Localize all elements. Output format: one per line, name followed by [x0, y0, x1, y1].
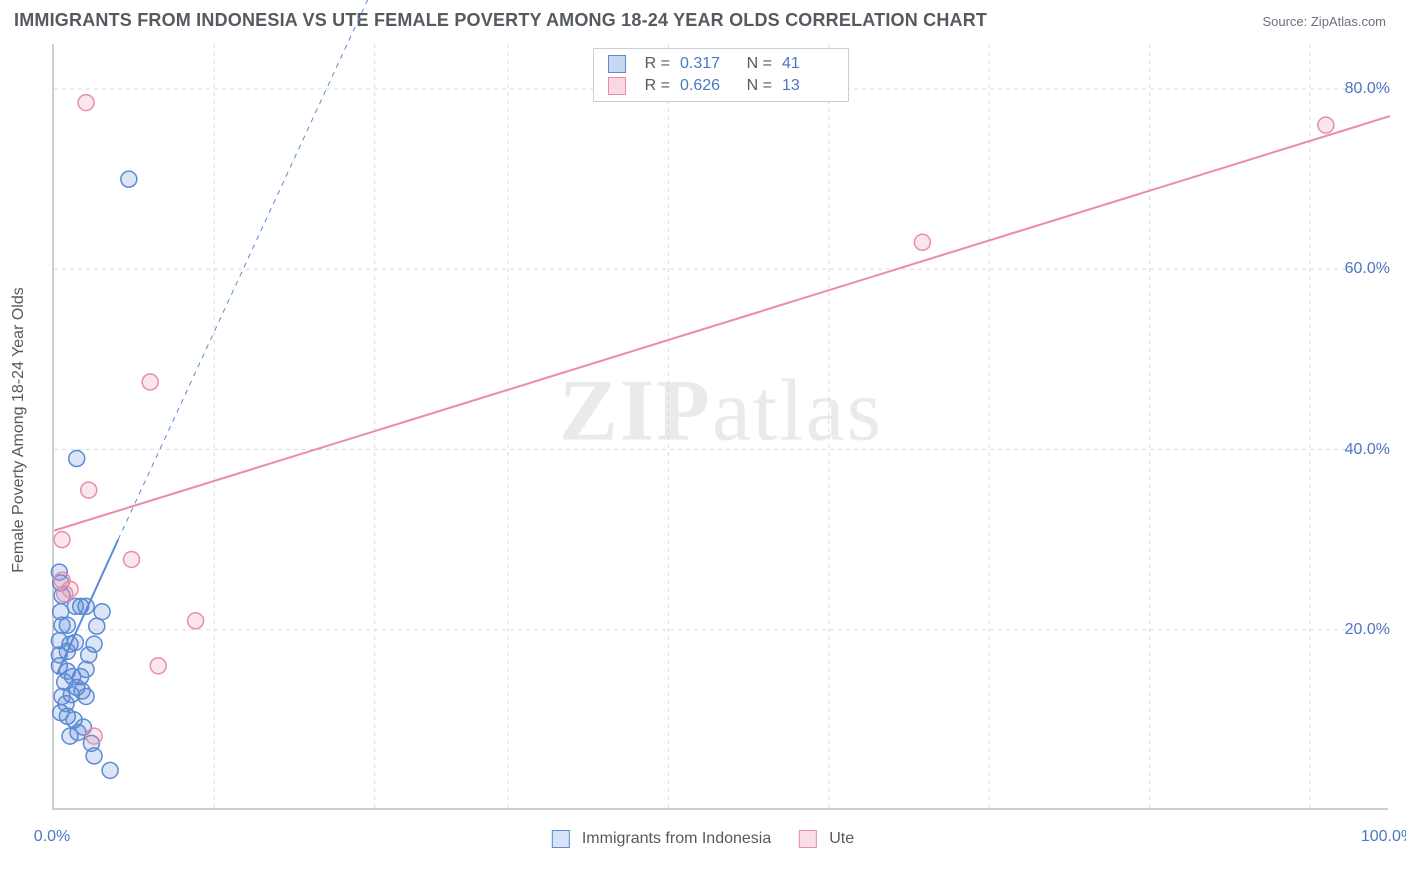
legend-row: R = 0.317 N = 41: [608, 53, 834, 75]
data-point: [94, 604, 110, 620]
data-point: [69, 451, 85, 467]
series-legend: Immigrants from Indonesia Ute: [552, 830, 854, 848]
data-point: [81, 482, 97, 498]
data-point: [914, 234, 930, 250]
legend-swatch: [799, 830, 817, 848]
data-point: [78, 598, 94, 614]
data-point: [78, 661, 94, 677]
legend-n-value: 41: [782, 55, 834, 73]
y-tick-label: 60.0%: [1345, 260, 1390, 278]
legend-r-value: 0.626: [680, 77, 732, 95]
trend-line-extension: [118, 0, 401, 540]
y-axis-label: Female Poverty Among 18-24 Year Olds: [10, 287, 28, 573]
data-point: [86, 636, 102, 652]
data-point: [150, 658, 166, 674]
data-point: [53, 604, 69, 620]
source-attribution: Source: ZipAtlas.com: [1262, 14, 1386, 29]
x-tick-label: 0.0%: [34, 828, 70, 846]
legend-n-label: N =: [742, 55, 772, 73]
legend-item: Immigrants from Indonesia: [552, 830, 771, 848]
legend-swatch: [552, 830, 570, 848]
data-point: [78, 688, 94, 704]
chart-title: IMMIGRANTS FROM INDONESIA VS UTE FEMALE …: [14, 10, 987, 31]
legend-item: Ute: [799, 830, 854, 848]
legend-swatch: [608, 55, 626, 73]
y-tick-label: 20.0%: [1345, 621, 1390, 639]
data-point: [89, 618, 105, 634]
plot-area: ZIPatlas R =0.317N =41R =0.626N =13: [52, 44, 1388, 810]
x-tick-label: 100.0%: [1361, 828, 1406, 846]
correlation-legend: R = 0.317 N = 41 R = 0.626 N = 13: [593, 48, 849, 102]
y-tick-label: 40.0%: [1345, 441, 1390, 459]
legend-r-label: R =: [640, 55, 670, 73]
data-point: [86, 728, 102, 744]
legend-label: Immigrants from Indonesia: [582, 830, 771, 848]
legend-row: R = 0.626 N = 13: [608, 75, 834, 97]
data-point: [188, 613, 204, 629]
data-point: [86, 748, 102, 764]
data-layer: [54, 44, 1388, 808]
data-point: [121, 171, 137, 187]
data-point: [1318, 117, 1334, 133]
data-point: [102, 762, 118, 778]
legend-label: Ute: [829, 830, 854, 848]
data-point: [67, 634, 83, 650]
legend-n-value: 13: [782, 77, 834, 95]
data-point: [78, 95, 94, 111]
data-point: [57, 586, 73, 602]
legend-n-label: N =: [742, 77, 772, 95]
trend-line: [54, 116, 1390, 531]
legend-r-label: R =: [640, 77, 670, 95]
data-point: [123, 551, 139, 567]
data-point: [54, 532, 70, 548]
data-point: [142, 374, 158, 390]
legend-r-value: 0.317: [680, 55, 732, 73]
y-tick-label: 80.0%: [1345, 80, 1390, 98]
legend-swatch: [608, 77, 626, 95]
